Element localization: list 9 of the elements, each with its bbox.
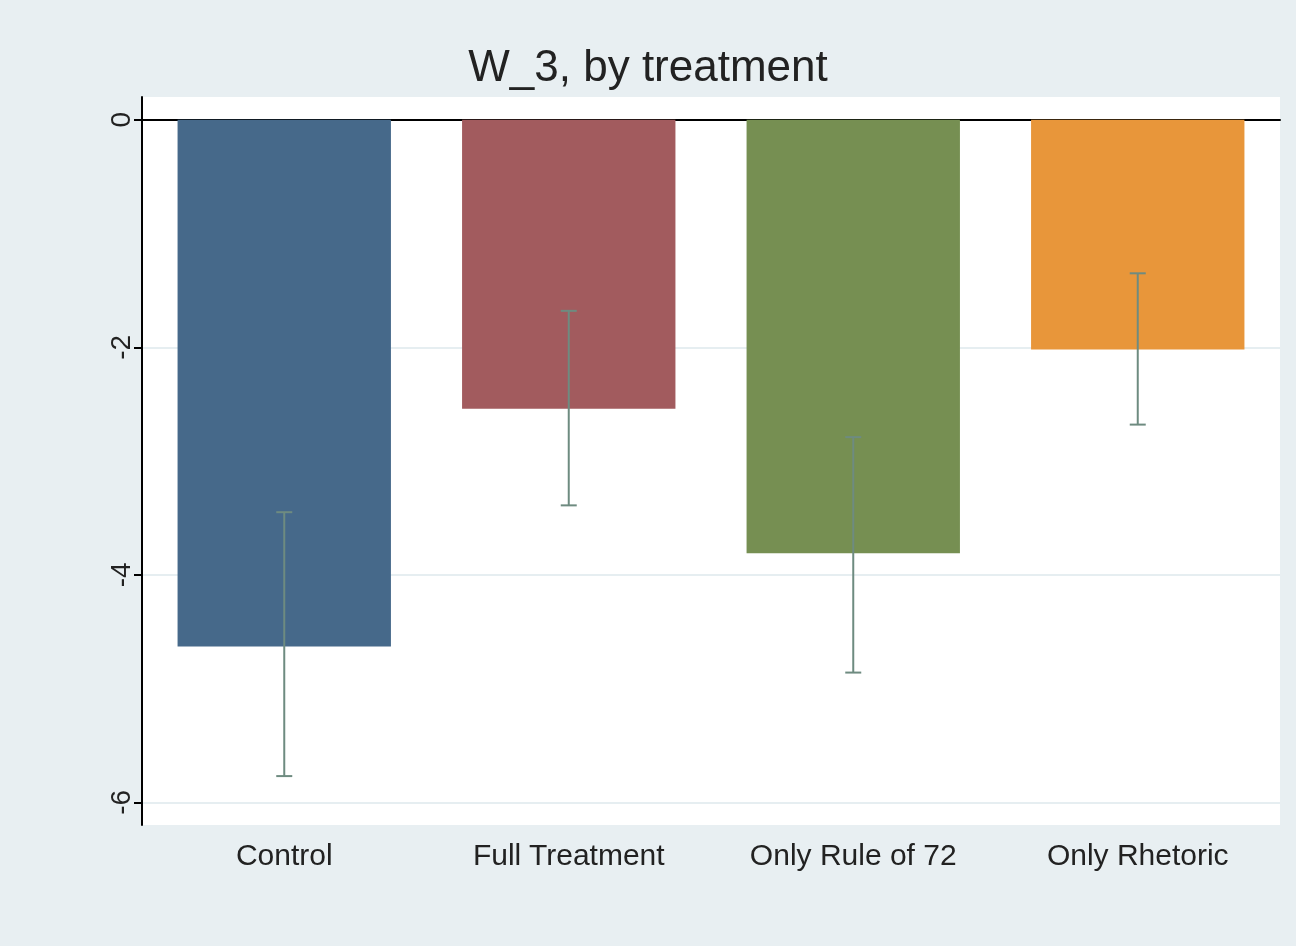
- y-tick-label: -4: [104, 562, 136, 588]
- y-tick-label: -6: [104, 789, 136, 815]
- x-tick-label: Control: [235, 837, 333, 871]
- x-tick-label: Only Rhetoric: [1046, 837, 1229, 871]
- x-tick-label: Full Treatment: [472, 837, 666, 871]
- x-tick-label: Only Rule of 72: [749, 837, 957, 871]
- chart-title: W_3, by treatment: [468, 40, 828, 90]
- y-tick-label: 0: [104, 111, 136, 128]
- y-tick-label: -2: [104, 334, 136, 360]
